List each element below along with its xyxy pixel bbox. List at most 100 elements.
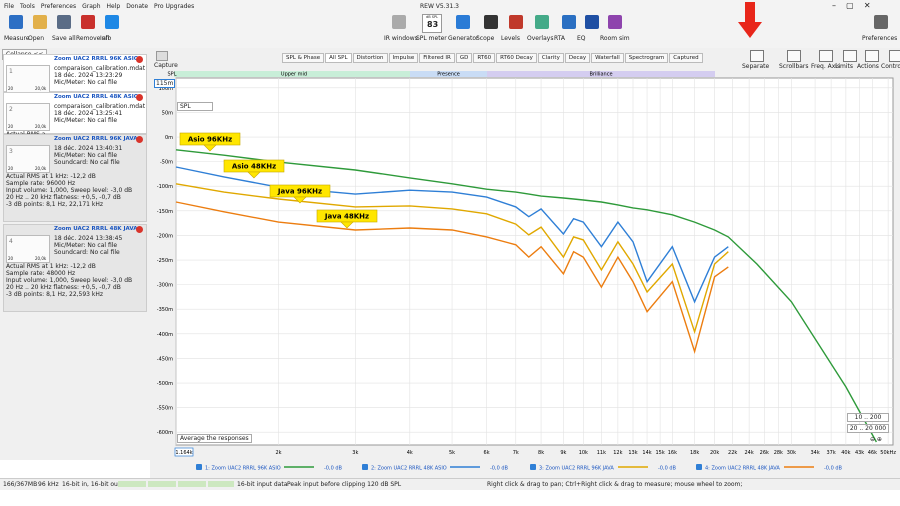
toolbar-icon[interactable] bbox=[874, 15, 888, 29]
tool-icon[interactable] bbox=[787, 50, 801, 62]
tool-button[interactable]: Limits bbox=[835, 63, 853, 70]
measurement-card[interactable]: Zoom UAC2 RRRL 96K JAVA 3 20 20,0k 18 déc. 2… bbox=[3, 134, 147, 222]
toolbar-icon[interactable] bbox=[81, 15, 95, 29]
graph-tab[interactable]: RT60 Decay bbox=[496, 53, 537, 63]
tool-button[interactable]: Scrollbars bbox=[779, 63, 809, 70]
tool-icon[interactable] bbox=[843, 50, 857, 62]
toolbar-icon[interactable] bbox=[535, 15, 549, 29]
toolbar-button[interactable]: Save all bbox=[52, 35, 76, 42]
toolbar-button[interactable]: RTA bbox=[554, 35, 566, 42]
toolbar-button[interactable]: Open bbox=[28, 35, 45, 42]
tool-icon[interactable] bbox=[819, 50, 833, 62]
measurement-name[interactable]: Zoom UAC2 RRRL 96K ASIO bbox=[54, 56, 139, 62]
x-tick-label: 13k bbox=[628, 450, 637, 456]
measure-select[interactable]: SPL bbox=[177, 102, 213, 111]
measurement-card[interactable]: Zoom UAC2 RRRL 48K ASIO 2 20 20,0k comparais… bbox=[3, 92, 147, 138]
capture-label[interactable]: Capture bbox=[154, 62, 178, 69]
tool-button[interactable]: Freq. Axis bbox=[811, 63, 841, 70]
toolbar-icon[interactable] bbox=[57, 15, 71, 29]
thumb-index: 1 bbox=[9, 68, 13, 75]
tool-button[interactable]: Controls bbox=[881, 63, 900, 70]
toolbar-icon[interactable] bbox=[484, 15, 498, 29]
legend-entry[interactable]: 4: Zoom UAC2 RRRL 48K JAVA bbox=[705, 466, 780, 472]
measurement-name[interactable]: Zoom UAC2 RRRL 48K JAVA bbox=[54, 226, 138, 232]
legend-entry[interactable]: 1: Zoom UAC2 RRRL 96K ASIO bbox=[205, 466, 281, 472]
toolbar-button[interactable]: Scope bbox=[476, 35, 495, 42]
y-tick-label: -400m bbox=[157, 332, 173, 338]
tool-button[interactable]: Actions bbox=[857, 63, 879, 70]
toolbar-icon[interactable] bbox=[562, 15, 576, 29]
range-preset[interactable]: 20 .. 20 000 bbox=[847, 424, 889, 433]
y-tick-label: -300m bbox=[157, 283, 173, 289]
graph-tab[interactable]: Distortion bbox=[352, 53, 388, 63]
legend-entry[interactable]: 3: Zoom UAC2 RRRL 96K JAVA bbox=[539, 466, 614, 472]
toolbar-icon[interactable] bbox=[509, 15, 523, 29]
graph-tab[interactable]: Captured bbox=[669, 53, 703, 63]
toolbar-button[interactable]: Overlays bbox=[527, 35, 554, 42]
menu-item[interactable]: File bbox=[4, 3, 15, 10]
graph-tab[interactable]: All SPL bbox=[325, 53, 352, 63]
menu-item[interactable]: Graph bbox=[82, 3, 101, 10]
measurement-name[interactable]: Zoom UAC2 RRRL 96K JAVA bbox=[54, 136, 138, 142]
graph-tab[interactable]: Spectrogram bbox=[624, 53, 669, 63]
menu-item[interactable]: Help bbox=[106, 3, 121, 10]
toolbar-icon[interactable] bbox=[33, 15, 47, 29]
zoom-controls[interactable]: ⊖ ⊕ bbox=[870, 436, 882, 443]
toolbar-button[interactable]: Info bbox=[100, 35, 112, 42]
graph-tab[interactable]: GD bbox=[455, 53, 473, 63]
tool-icon[interactable] bbox=[750, 50, 764, 62]
toolbar-button[interactable]: Remove all bbox=[76, 35, 110, 42]
graph-tab[interactable]: Decay bbox=[564, 53, 591, 63]
close-button[interactable] bbox=[136, 56, 143, 63]
x-tick-label: 9k bbox=[560, 450, 566, 456]
menu-item[interactable]: Donate bbox=[126, 3, 149, 10]
graph-tab[interactable]: Filtered IR bbox=[419, 53, 455, 63]
legend-checkbox[interactable] bbox=[196, 464, 202, 470]
toolbar-button[interactable]: Levels bbox=[501, 35, 520, 42]
toolbar-icon[interactable] bbox=[105, 15, 119, 29]
measurement-name[interactable]: Zoom UAC2 RRRL 48K ASIO bbox=[54, 94, 139, 100]
tool-button[interactable]: Separate bbox=[742, 63, 770, 70]
graph-tab[interactable]: RT60 bbox=[473, 53, 496, 63]
close-button[interactable] bbox=[136, 226, 143, 233]
toolbar-icon[interactable] bbox=[9, 15, 23, 29]
measurement-detail: Input volume: 1,000, Sweep level: -3,0 d… bbox=[6, 187, 133, 194]
graph-tab[interactable]: Impulse bbox=[388, 53, 419, 63]
toolbar-button[interactable]: SPL meter bbox=[416, 35, 447, 42]
tool-icon[interactable] bbox=[889, 50, 900, 62]
toolbar-button[interactable]: Generator bbox=[448, 35, 479, 42]
y-tick-label: -350m bbox=[157, 307, 173, 313]
legend-checkbox[interactable] bbox=[696, 464, 702, 470]
toolbar-icon[interactable] bbox=[608, 15, 622, 29]
close-button[interactable] bbox=[136, 94, 143, 101]
toolbar-icon[interactable] bbox=[585, 15, 599, 29]
capture-button[interactable] bbox=[156, 51, 168, 61]
legend-entry[interactable]: 2: Zoom UAC2 RRRL 48K ASIO bbox=[371, 466, 447, 472]
graph-tab[interactable]: Clarity bbox=[537, 53, 564, 63]
graph-tab[interactable]: SPL & Phase bbox=[282, 53, 325, 63]
tool-icon[interactable] bbox=[865, 50, 879, 62]
menu-item[interactable]: Tools bbox=[20, 3, 35, 10]
range-preset[interactable]: 10 .. 200 bbox=[847, 413, 889, 422]
toolbar-button[interactable]: Measure bbox=[4, 35, 30, 42]
graph-tab[interactable]: Waterfall bbox=[591, 53, 624, 63]
measurement-info: 18 déc. 2024 13:40:31 bbox=[54, 145, 123, 152]
menu-item[interactable]: Pro Upgrades bbox=[154, 3, 195, 10]
measurement-card[interactable]: Zoom UAC2 RRRL 96K ASIO 1 20 20,0k comparais… bbox=[3, 54, 147, 100]
close-button[interactable] bbox=[136, 136, 143, 143]
toolbar-button[interactable]: IR windows bbox=[384, 35, 418, 42]
legend-checkbox[interactable] bbox=[530, 464, 536, 470]
x-tick-label: 4k bbox=[407, 450, 413, 456]
menu-item[interactable]: Preferences bbox=[40, 3, 77, 10]
toolbar-icon[interactable] bbox=[456, 15, 470, 29]
spl-meter-icon[interactable]: dB SPL 83 bbox=[422, 14, 442, 33]
toolbar-button[interactable]: Room sim bbox=[600, 35, 630, 42]
toolbar-button[interactable]: EQ bbox=[577, 35, 586, 42]
y-tick-label: -50m bbox=[160, 160, 173, 166]
legend-checkbox[interactable] bbox=[362, 464, 368, 470]
toolbar-button[interactable]: Preferences bbox=[862, 35, 898, 42]
measurement-card[interactable]: Zoom UAC2 RRRL 48K JAVA 4 20 20,0k 18 déc. 2… bbox=[3, 224, 147, 312]
window-controls[interactable]: – ▢ ✕ bbox=[832, 1, 871, 10]
toolbar-icon[interactable] bbox=[392, 15, 406, 29]
average-button[interactable]: Average the responses bbox=[177, 434, 252, 443]
